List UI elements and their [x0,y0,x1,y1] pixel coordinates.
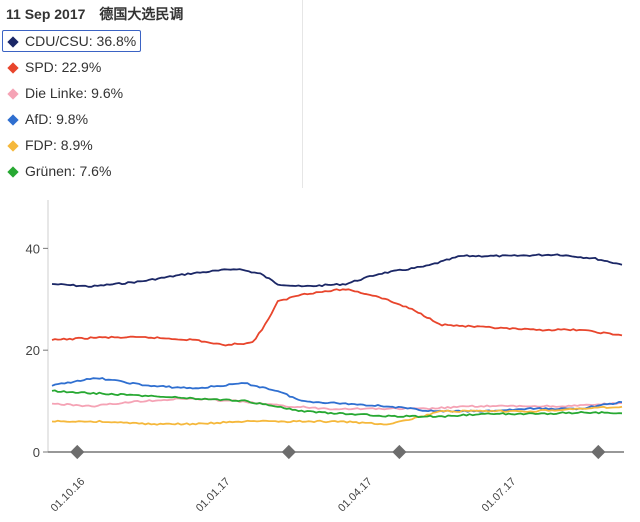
x-tick-label: 01.10.16 [49,476,88,515]
legend-item-afd[interactable]: AfD: 9.8% [2,108,93,130]
y-tick-label: 40 [26,241,40,256]
series-line-spd[interactable] [51,288,623,347]
legend-item-die-linke[interactable]: Die Linke: 9.6% [2,82,128,104]
series-line-afd[interactable] [51,377,623,413]
event-marker[interactable] [281,444,296,460]
legend-label: AfD: 9.8% [25,111,89,127]
chart-header: 11 Sep 2017 德国大选民调 [6,4,183,24]
legend-label: Die Linke: 9.6% [25,85,124,101]
event-marker[interactable] [591,444,606,460]
diamond-icon [7,88,19,100]
legend-item-spd[interactable]: SPD: 22.9% [2,56,106,78]
legend-item-fdp[interactable]: FDP: 8.9% [2,134,98,156]
series-line-die-linke[interactable] [51,397,623,411]
diamond-icon [7,36,19,48]
legend-label: FDP: 8.9% [25,137,93,153]
x-tick-label: 01.01.17 [194,476,233,515]
series-line-gr-nen[interactable] [51,389,623,418]
series-line-cdu-csu[interactable] [51,253,623,288]
legend-label: CDU/CSU: 36.8% [25,33,137,49]
diamond-icon [7,166,19,178]
line-chart[interactable]: 0 20 40 01.10.16 01.01.17 01.04.17 01.07.17 [0,200,640,522]
x-tick-label: 01.04.17 [336,476,375,515]
y-tick-label: 20 [26,343,40,358]
x-tick-label: 01.07.17 [480,476,519,515]
legend-item-cdu-csu[interactable]: CDU/CSU: 36.8% [2,30,142,52]
y-tick-label: 0 [33,445,40,460]
diamond-icon [7,140,19,152]
legend-item-gruenen[interactable]: Grünen: 7.6% [2,160,116,182]
event-marker[interactable] [70,444,85,460]
chart-title: 德国大选民调 [99,6,184,22]
series-line-fdp[interactable] [51,405,623,426]
date-label: 11 Sep 2017 [6,6,86,22]
diamond-icon [7,114,19,126]
panel-divider [302,0,303,188]
diamond-icon [7,62,19,74]
legend-panel: 11 Sep 2017 德国大选民调 CDU/CSU: 36.8% SPD: 22… [0,0,300,190]
legend-label: Grünen: 7.6% [25,163,112,179]
legend-label: SPD: 22.9% [25,59,102,75]
event-marker[interactable] [392,444,407,460]
